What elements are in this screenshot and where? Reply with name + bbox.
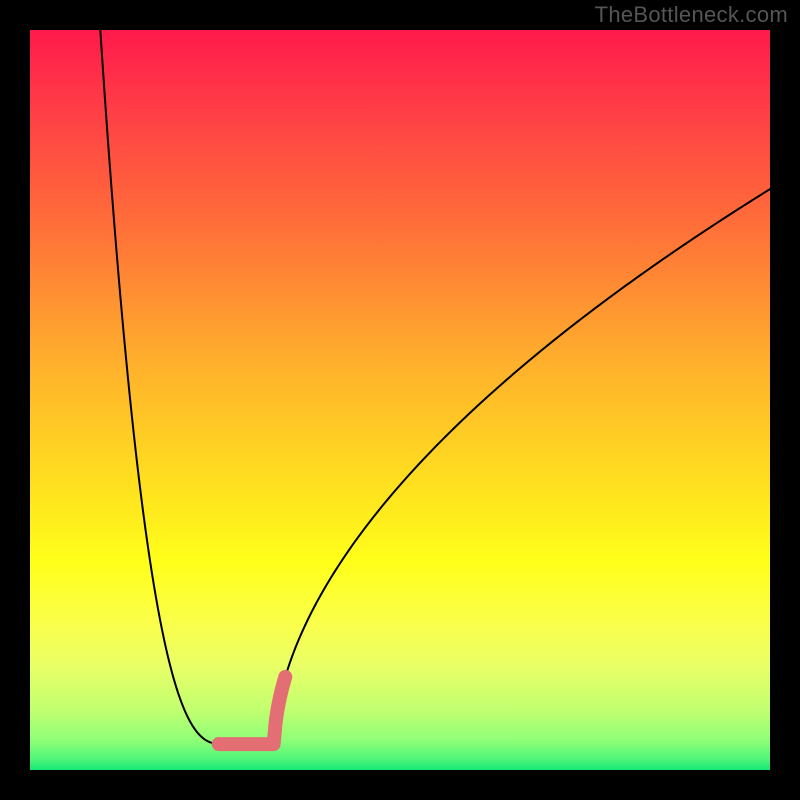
plot-background (30, 30, 770, 770)
chart-frame (0, 0, 800, 800)
chart-root: TheBottleneck.com (0, 0, 800, 800)
chart-svg (0, 0, 800, 800)
watermark-text: TheBottleneck.com (595, 2, 788, 28)
